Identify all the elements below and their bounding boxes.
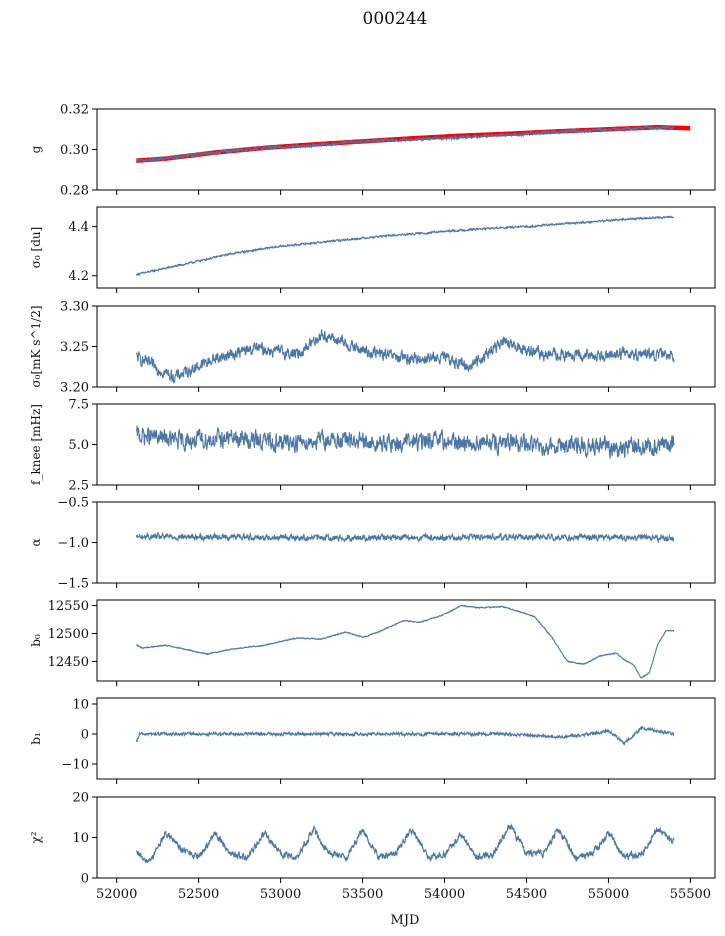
x-tick-label: 55000 (588, 887, 629, 902)
y-tick-label: 0.32 (60, 103, 89, 118)
y-tick-label: 12450 (48, 655, 89, 670)
series-line (135, 604, 675, 679)
y-tick-label: −10 (62, 758, 89, 773)
y-tick-label: 0 (81, 728, 89, 743)
series-line (135, 215, 675, 276)
panel-3: 3.20 3.25 3.30 σ₀[mK s^1/2] (29, 300, 716, 396)
panel-8: 0 10 20 χ² (29, 791, 716, 887)
y-tick-label: −1.0 (57, 536, 89, 551)
panel-6: 12450 12500 12550 b₀ (29, 599, 716, 686)
y-tick-label: 0.30 (60, 143, 89, 158)
y-tick-label: 3.25 (60, 340, 89, 355)
y-tick-label: 2.5 (68, 479, 89, 494)
y-tick-label: 0 (81, 872, 89, 887)
panel-4: 2.5 5.0 7.5 f_knee [mHz] (29, 398, 716, 494)
x-tick-label: 52500 (178, 887, 219, 902)
axes-frame (96, 501, 716, 584)
y-tick-label: 5.0 (68, 438, 89, 453)
x-tick-label: 54500 (506, 887, 547, 902)
x-tick-label: 53000 (260, 887, 301, 902)
axes-frame (96, 599, 716, 682)
y-axis-label: α (29, 538, 43, 546)
y-tick-label: −0.5 (57, 496, 89, 511)
panel-1: 0.28 0.30 0.32 g (29, 103, 716, 199)
panel-2: 4.2 4.4 σ₀ [du] (29, 206, 716, 293)
x-tick-label: 54000 (424, 887, 465, 902)
y-axis-label: f_knee [mHz] (29, 404, 43, 485)
y-tick-label: 20 (72, 791, 89, 806)
series-line (136, 823, 675, 864)
y-axis-label: χ² (29, 831, 43, 843)
y-axis-label: σ₀ [du] (29, 227, 43, 269)
y-tick-label: 7.5 (68, 398, 89, 413)
y-tick-label: 10 (72, 698, 89, 713)
y-tick-label: 3.30 (60, 300, 89, 315)
series-line (135, 425, 675, 459)
y-tick-label: 4.4 (68, 220, 89, 235)
x-tick-label: 53500 (342, 887, 383, 902)
series-line (135, 531, 675, 544)
series-line (135, 329, 675, 384)
x-tick-label: 52000 (96, 887, 137, 902)
y-tick-label: 12500 (48, 627, 89, 642)
series-line (135, 725, 675, 746)
figure-title: 000244 (363, 9, 428, 29)
y-axis-label: σ₀[mK s^1/2] (29, 305, 43, 387)
y-tick-label: 0.28 (60, 184, 89, 199)
series-line (135, 124, 675, 164)
y-tick-label: 4.2 (68, 269, 89, 284)
y-axis-label: g (29, 145, 43, 153)
axes-frame (96, 108, 716, 191)
x-axis-label: MJD (391, 913, 420, 928)
y-axis-label: b₁ (29, 732, 43, 745)
panel-7: −10 0 10 b₁ (29, 697, 716, 784)
panel-5: −1.5 −1.0 −0.5 α (29, 496, 716, 592)
overlay-line (136, 124, 691, 163)
y-tick-label: 12550 (48, 599, 89, 614)
x-tick-label: 55500 (670, 887, 711, 902)
axes-frame (96, 206, 716, 289)
y-tick-label: −1.5 (57, 577, 89, 592)
y-tick-label: 10 (72, 831, 89, 846)
y-axis-label: b₀ (29, 634, 43, 647)
y-tick-label: 3.20 (60, 381, 89, 396)
axes-frame (96, 697, 716, 780)
